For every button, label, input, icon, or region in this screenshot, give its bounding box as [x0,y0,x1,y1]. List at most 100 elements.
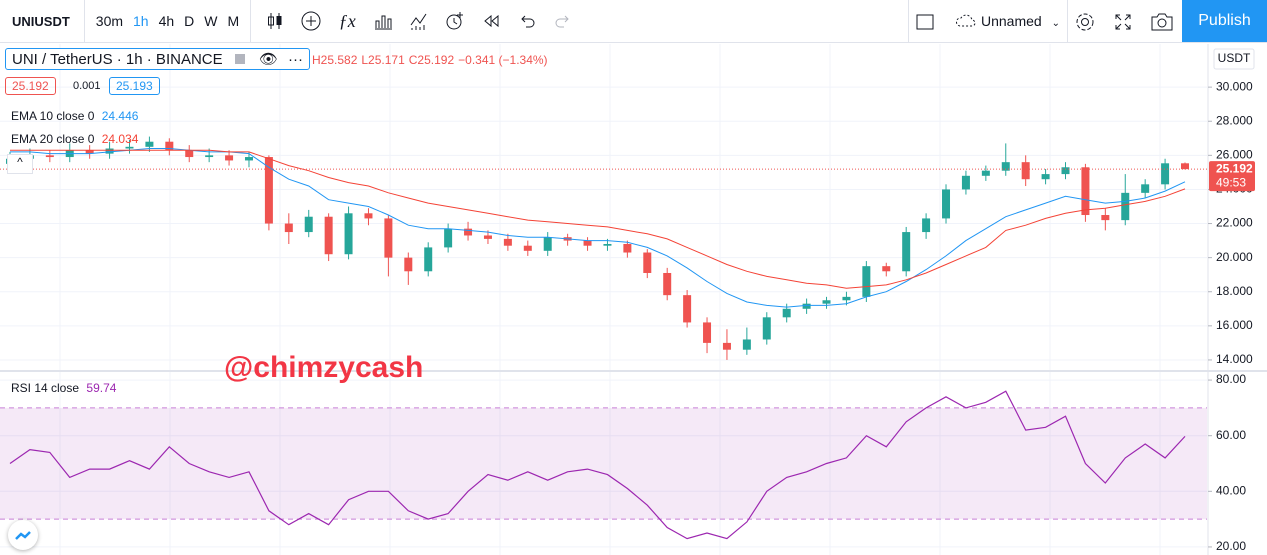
eye-icon[interactable]: 👁 [258,51,279,68]
ema20-value: 24.034 [101,132,139,146]
alert-icon[interactable] [437,0,473,43]
ema10-value: 24.446 [101,109,139,123]
candle-body [603,243,612,246]
ohlc-value: H25.582 [312,53,358,67]
chart: USDT 14.00016.00018.00020.00022.00024.00… [0,44,1267,555]
candle-body [85,150,94,154]
replay-icon[interactable] [473,0,509,43]
interval[interactable]: W [204,13,218,29]
logo[interactable] [8,520,38,550]
ema20-legend: EMA 20 close 0 24.034 [11,132,138,146]
separator [908,0,909,43]
candle-body [1101,215,1110,221]
rsi-value: 59.74 [86,381,117,395]
indicators-icon[interactable] [401,0,437,43]
candle-body [1021,162,1030,180]
y-tick-label: 18.000 [1216,284,1253,298]
rsi-legend: RSI 14 close 59.74 [11,381,116,395]
candle-body [483,235,492,239]
y-tick-label: 20.00 [1216,539,1246,553]
price-tag [1209,161,1255,192]
candle-body [324,216,333,255]
candle-body [1161,163,1170,185]
candle-body [1041,174,1050,180]
candle-body [284,223,293,233]
redo-icon[interactable] [545,0,581,43]
interval[interactable]: M [227,13,240,29]
chart-bg [0,44,1267,555]
rsi-title: RSI 14 close [11,381,80,395]
candle-body [623,243,632,253]
candle-body [444,228,453,248]
candle-body [802,303,811,309]
candle-body [105,148,114,154]
settings-icon[interactable] [1074,11,1096,36]
ohlc-value: L25.171 [361,53,405,67]
interval[interactable]: 1h [133,13,149,29]
candle-body [523,245,532,251]
candle-body [882,266,891,272]
candle-body [304,216,313,233]
candle-body [404,257,413,272]
candle-body [762,317,771,340]
candle-body [45,155,54,158]
layout-text: Unnamed [981,13,1042,29]
y-tick-label: 22.000 [1216,216,1253,230]
y-tick-label: 26.000 [1216,148,1253,162]
spread: 0.001 [73,80,101,92]
symbol-legend[interactable]: UNI / TetherUS · 1h · BINANCE 👁 ··· [5,48,311,70]
candle-body [722,342,731,350]
fullscreen-icon[interactable] [1113,12,1133,35]
ema20-name: EMA 20 close 0 [11,132,95,146]
candle-body [503,238,512,246]
watermark: @chimzycash [224,351,424,384]
candle-body [145,141,154,147]
layout-icon[interactable] [915,12,935,35]
candle-body [264,157,273,224]
fx-icon[interactable]: ƒx [338,10,356,31]
publish-button[interactable]: Publish [1182,0,1267,42]
more-icon[interactable]: ··· [288,51,304,68]
candle-body [663,272,672,296]
y-tick-label: 14.000 [1216,352,1253,366]
symbol[interactable]: UNIUSDT [0,0,85,43]
candle-body [225,155,234,161]
candle-body [902,232,911,272]
ask[interactable]: 25.193 [109,77,160,95]
camera-icon[interactable] [1150,11,1174,36]
bars-icon[interactable] [365,0,401,43]
interval[interactable]: 30m [95,13,124,29]
candle-icon[interactable] [257,0,293,43]
candle-body [543,237,552,251]
add-icon[interactable] [293,0,329,43]
candle-body [862,266,871,297]
candle-body [842,296,851,301]
ema10-name: EMA 10 close 0 [11,109,95,123]
interval[interactable]: D [184,13,195,29]
y-tick-label: 16.000 [1216,318,1253,332]
toolbar: UNIUSDT 30m 1h 4h D W M ƒx Unnamed ⌄ Publish [0,0,1267,43]
layout-name[interactable]: Unnamed ⌄ [955,0,1060,43]
interval[interactable]: 4h [158,13,175,29]
separator [250,0,252,43]
collapse-button[interactable]: ^ [7,154,33,174]
candle-body [205,155,214,158]
candle-body [424,247,433,272]
y-tick-label: 80.00 [1216,372,1246,386]
undo-icon[interactable] [509,0,545,43]
price-tag-label: 25.192 [1216,161,1253,175]
candle-body [822,300,831,304]
symbol-title: UNI / TetherUS · 1h · BINANCE [12,51,223,68]
separator [1067,0,1068,43]
axis-unit-box[interactable] [1213,48,1255,70]
candle-body [922,218,931,233]
candle-body [464,228,473,236]
candle-body [942,189,951,219]
rsi-line [9,390,1186,540]
candle-body [364,213,373,219]
ema-line [10,149,1186,289]
bid[interactable]: 25.192 [5,77,56,95]
candle-body [742,339,751,350]
market-icon [234,54,245,64]
candle-body [961,175,970,190]
